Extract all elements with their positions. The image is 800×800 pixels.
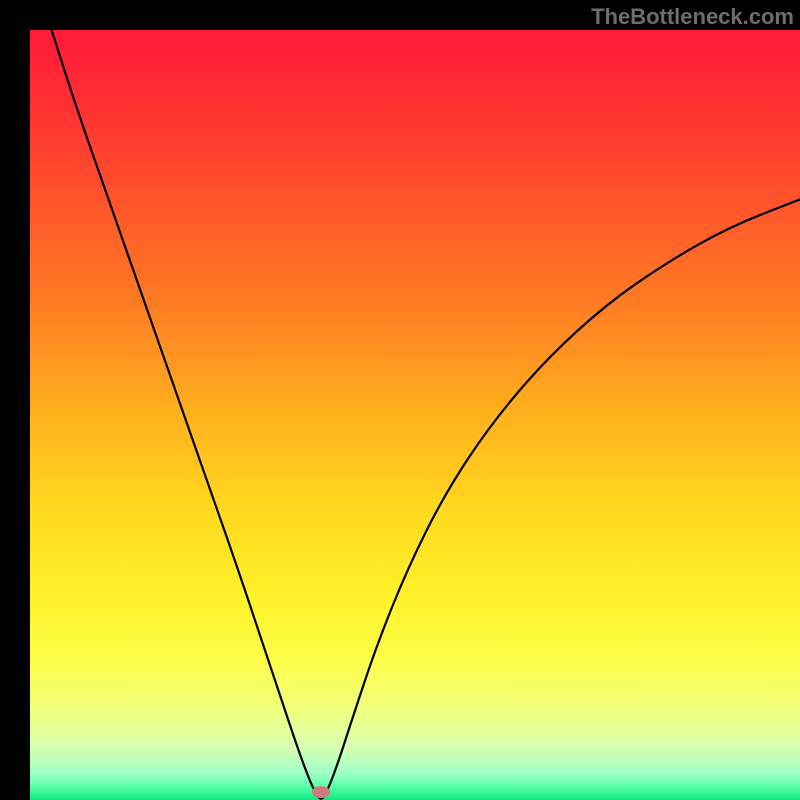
plot-area	[30, 30, 800, 800]
chart-frame: TheBottleneck.com	[0, 0, 800, 800]
optimal-point-marker	[312, 786, 330, 798]
watermark-text: TheBottleneck.com	[591, 4, 794, 30]
bottleneck-curve	[30, 30, 800, 800]
